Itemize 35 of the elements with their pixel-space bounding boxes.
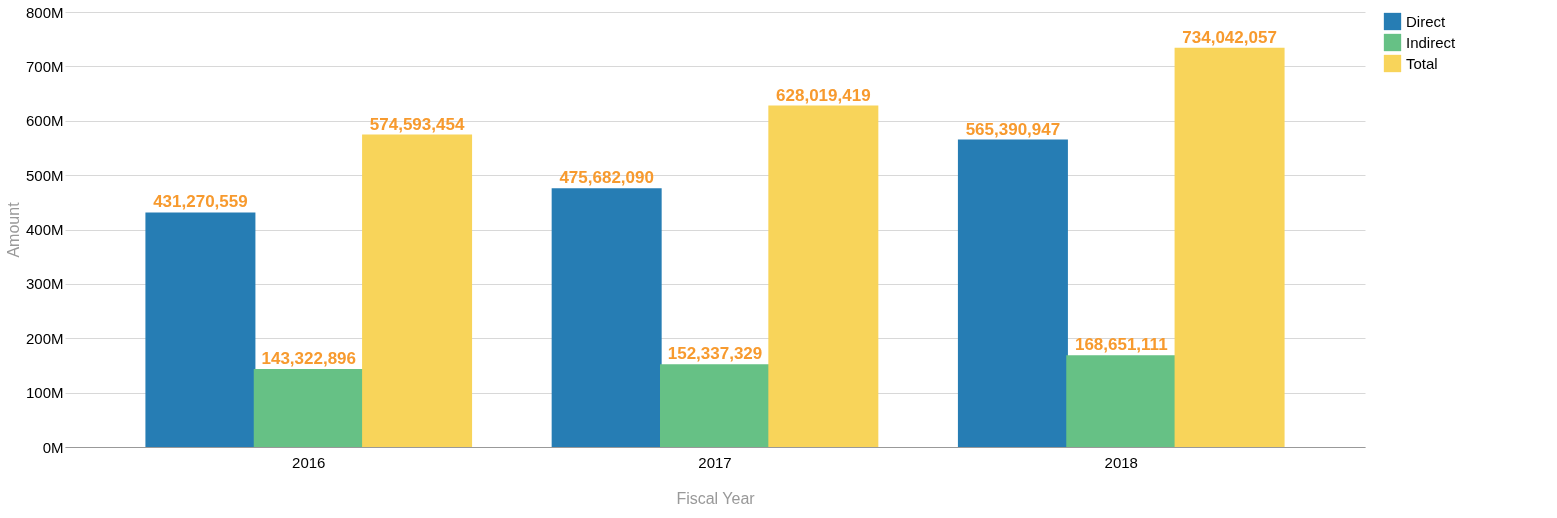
bar [1174,47,1285,447]
y-axis-title: Amount [4,201,22,258]
legend-label: Total [1406,54,1438,72]
y-tick-label: 800M [25,3,64,21]
data-label: 143,322,896 [261,349,357,369]
y-tick-label: 600M [25,112,64,130]
data-label: 168,651,111 [1074,335,1168,355]
bar [660,364,770,447]
data-label: 574,593,454 [369,114,465,134]
bar [362,134,473,447]
x-tick-label: 2018 [1104,453,1138,471]
data-label: 734,042,057 [1182,27,1277,47]
data-label: 152,337,329 [667,344,763,364]
data-label: 628,019,419 [776,85,871,105]
y-tick-label: 0M [42,438,64,456]
y-tick-label: 100M [25,384,64,402]
bar [253,369,364,447]
y-tick-label: 500M [25,166,64,184]
y-tick-label: 700M [25,57,64,75]
y-tick-label: 300M [25,275,64,293]
x-tick-label: 2016 [292,453,326,471]
data-label: 565,390,947 [965,119,1061,139]
bar [1066,355,1177,447]
x-tick-label: 2017 [698,453,732,471]
bar [768,105,879,447]
x-axis-title: Fiscal Year [676,489,756,507]
bar [957,139,1068,447]
legend-label: Indirect [1406,33,1457,51]
y-tick-label: 200M [25,329,64,347]
data-label: 475,682,090 [559,168,654,188]
bar [551,188,662,447]
legend-label: Direct [1406,12,1446,30]
bar [145,212,256,447]
data-label: 431,270,559 [153,192,248,212]
y-tick-label: 400M [25,221,64,238]
